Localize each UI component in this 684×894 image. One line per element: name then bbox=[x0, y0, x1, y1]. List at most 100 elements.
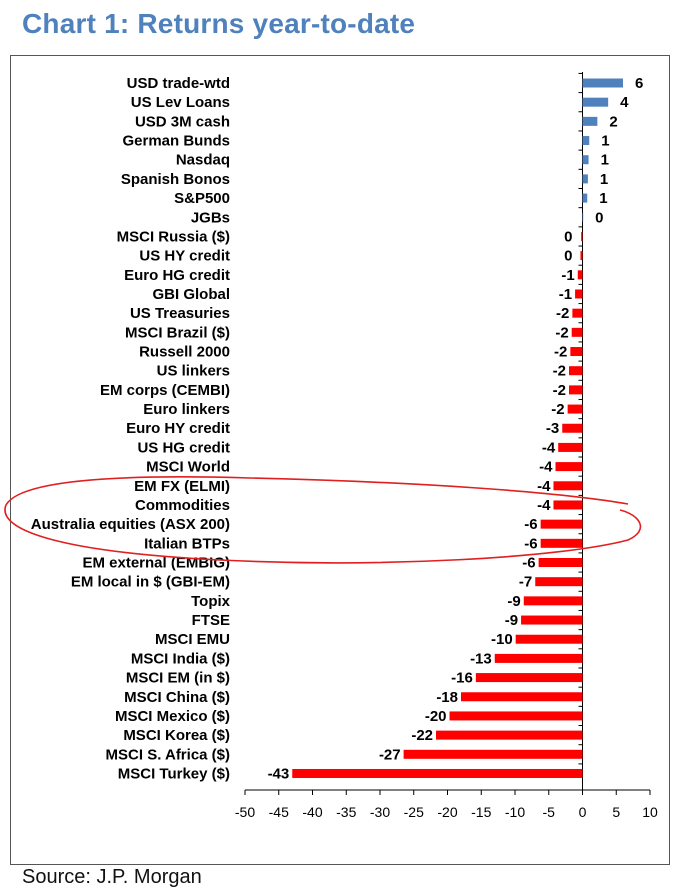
category-label: EM FX (ELMI) bbox=[134, 478, 230, 495]
x-tick-label: -15 bbox=[471, 804, 491, 820]
value-label: -9 bbox=[507, 593, 520, 610]
value-label: 1 bbox=[601, 133, 609, 150]
value-label: -13 bbox=[470, 650, 492, 667]
x-tick-label: 5 bbox=[612, 804, 620, 820]
category-label: JGBs bbox=[191, 209, 230, 226]
category-label: FTSE bbox=[192, 612, 230, 629]
value-label: -22 bbox=[411, 727, 433, 744]
value-label: -27 bbox=[379, 746, 401, 763]
bar bbox=[569, 385, 583, 395]
value-label: -1 bbox=[561, 267, 574, 284]
value-label: -2 bbox=[553, 382, 566, 399]
category-label: USD trade-wtd bbox=[127, 75, 230, 92]
category-label: MSCI Korea ($) bbox=[123, 727, 230, 744]
bar bbox=[475, 673, 583, 683]
value-label: -4 bbox=[537, 497, 551, 514]
value-label: -1 bbox=[559, 286, 572, 303]
category-label: US linkers bbox=[157, 363, 230, 380]
value-label: 0 bbox=[564, 248, 572, 265]
value-label: -6 bbox=[522, 555, 535, 572]
value-label: -2 bbox=[553, 363, 566, 380]
bar bbox=[582, 97, 609, 107]
value-label: -2 bbox=[556, 305, 569, 322]
category-label: Commodities bbox=[135, 497, 230, 514]
bar bbox=[403, 749, 583, 759]
bar bbox=[515, 634, 583, 644]
value-label: -9 bbox=[505, 612, 518, 629]
category-label: Australia equities (ASX 200) bbox=[31, 516, 230, 533]
bar bbox=[538, 558, 583, 567]
bar bbox=[572, 308, 583, 318]
bar bbox=[558, 442, 583, 452]
source-note: Source: J.P. Morgan bbox=[22, 866, 202, 888]
bar bbox=[553, 481, 583, 491]
x-tick-label: -40 bbox=[302, 804, 322, 820]
bar bbox=[567, 404, 583, 414]
bar bbox=[582, 136, 590, 146]
category-label: GBI Global bbox=[152, 286, 230, 303]
bar bbox=[540, 519, 583, 529]
value-label: 4 bbox=[620, 94, 629, 111]
x-tick-label: -20 bbox=[437, 804, 457, 820]
x-tick-label: -5 bbox=[543, 804, 556, 820]
bar bbox=[523, 596, 583, 606]
category-label: MSCI Mexico ($) bbox=[115, 708, 230, 725]
x-tick-label: -10 bbox=[505, 804, 525, 820]
category-label: S&P500 bbox=[174, 190, 230, 207]
bar bbox=[292, 768, 583, 778]
bar bbox=[582, 155, 589, 165]
category-label: MSCI EMU bbox=[155, 631, 230, 648]
value-label: 1 bbox=[599, 190, 607, 207]
value-label: 0 bbox=[595, 209, 603, 226]
bar bbox=[582, 193, 588, 203]
category-label: MSCI Brazil ($) bbox=[125, 324, 230, 341]
value-label: -4 bbox=[539, 459, 553, 476]
bar bbox=[571, 327, 583, 337]
value-label: -2 bbox=[555, 324, 568, 341]
bar bbox=[580, 251, 583, 261]
category-label: USD 3M cash bbox=[135, 113, 230, 130]
value-label: -2 bbox=[551, 401, 564, 418]
value-label: -20 bbox=[425, 708, 447, 725]
category-label: MSCI Russia ($) bbox=[117, 228, 230, 245]
category-label: EM local in $ (GBI-EM) bbox=[71, 574, 230, 591]
category-label: MSCI S. Africa ($) bbox=[106, 746, 230, 763]
bar bbox=[582, 212, 584, 222]
category-label: German Bunds bbox=[122, 133, 230, 150]
value-label: -43 bbox=[268, 765, 290, 782]
bar bbox=[553, 500, 583, 510]
category-label: Nasdaq bbox=[176, 152, 230, 169]
category-label: US Treasuries bbox=[130, 305, 230, 322]
chart-frame bbox=[10, 55, 670, 865]
category-label: MSCI Turkey ($) bbox=[118, 765, 230, 782]
category-label: Euro HG credit bbox=[124, 267, 230, 284]
x-tick-label: -30 bbox=[370, 804, 390, 820]
x-tick-label: -25 bbox=[404, 804, 424, 820]
bar bbox=[461, 692, 583, 702]
x-tick-label: 0 bbox=[579, 804, 587, 820]
category-label: MSCI EM (in $) bbox=[126, 670, 230, 687]
bar bbox=[582, 174, 588, 184]
category-label: EM corps (CEMBI) bbox=[100, 382, 230, 399]
value-label: 2 bbox=[609, 113, 617, 130]
bar bbox=[562, 423, 583, 433]
x-tick-label: 10 bbox=[642, 804, 658, 820]
value-label: -16 bbox=[451, 670, 473, 687]
x-tick-label: -50 bbox=[235, 804, 255, 820]
x-tick-label: -35 bbox=[336, 804, 356, 820]
bar bbox=[535, 577, 583, 587]
value-label: -4 bbox=[537, 478, 551, 495]
value-label: -10 bbox=[491, 631, 513, 648]
value-label: 6 bbox=[635, 75, 643, 92]
value-label: -3 bbox=[546, 420, 559, 437]
bar bbox=[521, 615, 583, 625]
chart-title: Chart 1: Returns year-to-date bbox=[22, 8, 416, 39]
value-label: -6 bbox=[524, 535, 537, 552]
category-label: Spanish Bonos bbox=[121, 171, 230, 188]
bar bbox=[577, 270, 583, 280]
bar bbox=[494, 653, 583, 663]
x-tick-label: -45 bbox=[269, 804, 289, 820]
value-label: 1 bbox=[601, 152, 609, 169]
category-label: Italian BTPs bbox=[144, 535, 230, 552]
